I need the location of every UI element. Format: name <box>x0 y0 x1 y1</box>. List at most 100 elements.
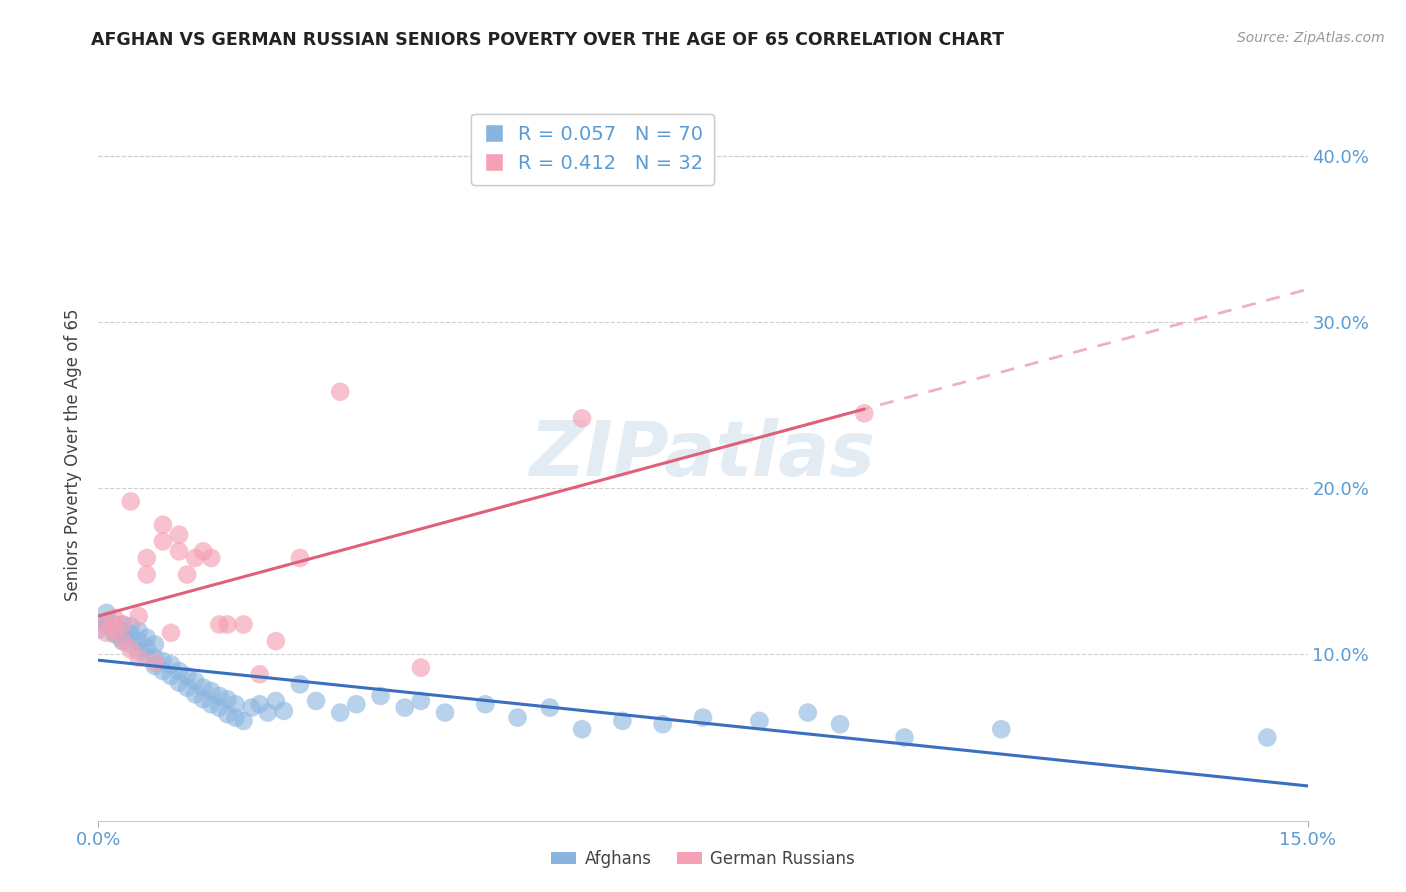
Point <box>506 710 529 724</box>
Point <box>120 627 142 641</box>
Point <box>176 681 198 695</box>
Point <box>193 681 215 695</box>
Point <box>200 551 222 566</box>
Point <box>474 698 496 712</box>
Point <box>143 659 166 673</box>
Point <box>612 714 634 728</box>
Point <box>224 710 246 724</box>
Point <box>152 517 174 532</box>
Point <box>111 634 134 648</box>
Point <box>409 661 432 675</box>
Point <box>111 631 134 645</box>
Point <box>143 656 166 670</box>
Point <box>135 567 157 582</box>
Point <box>128 634 150 648</box>
Point <box>692 710 714 724</box>
Point <box>224 698 246 712</box>
Point <box>193 544 215 558</box>
Point <box>103 623 125 637</box>
Point <box>103 611 125 625</box>
Point <box>434 706 457 720</box>
Point <box>87 623 110 637</box>
Point <box>184 673 207 688</box>
Point <box>135 631 157 645</box>
Point <box>184 687 207 701</box>
Point <box>571 411 593 425</box>
Point <box>152 534 174 549</box>
Point <box>143 637 166 651</box>
Point <box>329 706 352 720</box>
Point <box>217 617 239 632</box>
Legend: R = 0.057   N = 70, R = 0.412   N = 32: R = 0.057 N = 70, R = 0.412 N = 32 <box>471 113 714 185</box>
Point <box>96 617 118 632</box>
Point <box>135 551 157 566</box>
Point <box>120 619 142 633</box>
Point <box>273 704 295 718</box>
Point <box>990 723 1012 737</box>
Point <box>135 650 157 665</box>
Point <box>176 669 198 683</box>
Point <box>167 675 190 690</box>
Point <box>96 606 118 620</box>
Point <box>344 698 367 712</box>
Point <box>160 657 183 672</box>
Point <box>160 625 183 640</box>
Text: ZIPatlas: ZIPatlas <box>530 418 876 491</box>
Point <box>120 494 142 508</box>
Point <box>120 642 142 657</box>
Point <box>208 689 231 703</box>
Point <box>143 650 166 665</box>
Point <box>288 551 311 566</box>
Point <box>103 625 125 640</box>
Point <box>167 544 190 558</box>
Point <box>394 700 416 714</box>
Point <box>828 717 851 731</box>
Y-axis label: Seniors Poverty Over the Age of 65: Seniors Poverty Over the Age of 65 <box>65 309 83 601</box>
Point <box>797 706 820 720</box>
Point <box>176 567 198 582</box>
Point <box>240 700 263 714</box>
Point <box>128 624 150 639</box>
Point <box>103 617 125 632</box>
Point <box>249 698 271 712</box>
Point <box>96 625 118 640</box>
Legend: Afghans, German Russians: Afghans, German Russians <box>544 844 862 875</box>
Point <box>305 694 328 708</box>
Point <box>184 551 207 566</box>
Point <box>152 654 174 668</box>
Point <box>748 714 770 728</box>
Point <box>96 614 118 628</box>
Point <box>264 634 287 648</box>
Point <box>538 700 561 714</box>
Point <box>111 634 134 648</box>
Point <box>128 609 150 624</box>
Point <box>103 627 125 641</box>
Point <box>651 717 673 731</box>
Point <box>128 650 150 665</box>
Point <box>208 617 231 632</box>
Point <box>893 731 915 745</box>
Point <box>256 706 278 720</box>
Point <box>1256 731 1278 745</box>
Point <box>232 714 254 728</box>
Point <box>167 527 190 541</box>
Point <box>217 707 239 722</box>
Point <box>120 637 142 651</box>
Text: Source: ZipAtlas.com: Source: ZipAtlas.com <box>1237 31 1385 45</box>
Point <box>232 617 254 632</box>
Point <box>329 384 352 399</box>
Point <box>853 406 876 420</box>
Point <box>249 667 271 681</box>
Point <box>135 640 157 655</box>
Point <box>111 617 134 632</box>
Point <box>208 700 231 714</box>
Point <box>200 684 222 698</box>
Point <box>167 664 190 678</box>
Text: AFGHAN VS GERMAN RUSSIAN SENIORS POVERTY OVER THE AGE OF 65 CORRELATION CHART: AFGHAN VS GERMAN RUSSIAN SENIORS POVERTY… <box>91 31 1004 49</box>
Point <box>288 677 311 691</box>
Point <box>370 689 392 703</box>
Point <box>152 664 174 678</box>
Point <box>193 692 215 706</box>
Point <box>217 692 239 706</box>
Point <box>200 698 222 712</box>
